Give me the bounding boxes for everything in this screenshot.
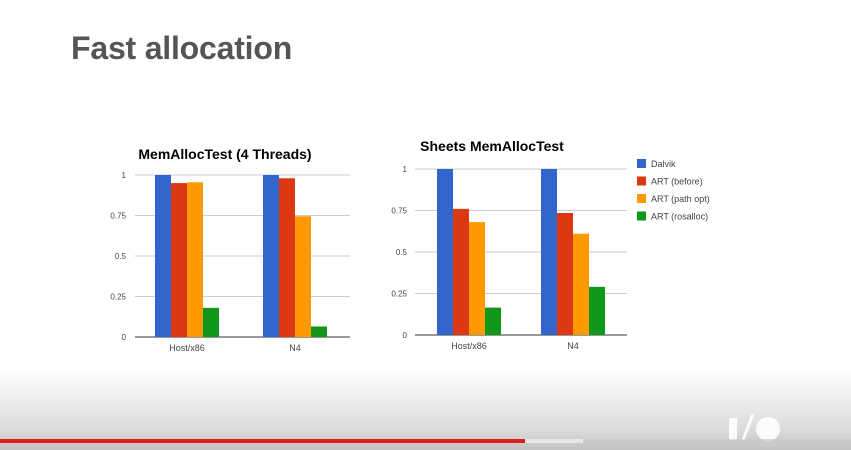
x-category-label: Host/x86 xyxy=(451,341,487,351)
video-progress-track[interactable] xyxy=(0,439,851,443)
bar-art-before-host-x86 xyxy=(171,183,187,337)
chart-memalloctest: MemAllocTest (4 Threads) 0 0.25 0.5 0.75 1 Hos… xyxy=(110,146,350,353)
bar-art-before-n4 xyxy=(279,178,295,337)
y-tick-label: 0.75 xyxy=(110,212,126,221)
bar-art-path-opt-n4 xyxy=(295,216,311,337)
legend-label: Dalvik xyxy=(651,159,676,169)
x-category-label: Host/x86 xyxy=(169,343,205,353)
video-buffer-bar xyxy=(525,439,583,443)
y-tick-label: 0 xyxy=(122,333,127,342)
bar-art-before-host-x86 xyxy=(453,208,469,335)
bar-art-rosalloc-host-x86 xyxy=(485,307,501,335)
legend-swatch-art-path-opt xyxy=(637,194,646,203)
bar-dalvik-host-x86 xyxy=(155,175,171,337)
y-tick-label: 0.5 xyxy=(396,248,408,257)
legend-swatch-art-rosalloc xyxy=(637,211,646,221)
legend-label: ART (before) xyxy=(651,177,703,187)
video-progress-bar[interactable] xyxy=(0,439,526,443)
y-tick-label: 1 xyxy=(122,171,127,180)
bar-art-rosalloc-n4 xyxy=(311,326,327,337)
y-tick-label: 1 xyxy=(403,165,408,174)
legend-label: ART (path opt) xyxy=(651,194,710,204)
y-tick-label: 0.5 xyxy=(115,252,127,261)
y-tick-label: 0 xyxy=(403,331,408,340)
x-category-label: N4 xyxy=(567,341,579,351)
chart-sheets-memalloctest: Sheets MemAllocTest 0 0.25 0.5 0.75 1 Host/x86… xyxy=(391,138,709,351)
legend-swatch-art-before xyxy=(637,176,646,186)
bar-art-before-n4 xyxy=(557,212,573,335)
io-logo-icon xyxy=(729,413,780,441)
player-overlay-gradient xyxy=(0,370,851,450)
bar-art-rosalloc-host-x86 xyxy=(203,307,219,337)
bar-art-rosalloc-n4 xyxy=(589,286,605,335)
chart-title: MemAllocTest (4 Threads) xyxy=(138,146,311,162)
legend-label: ART (rosalloc) xyxy=(651,212,708,222)
y-tick-label: 0.25 xyxy=(110,293,126,302)
y-tick-label: 0.75 xyxy=(391,207,407,216)
bar-art-path-opt-n4 xyxy=(573,233,589,335)
bar-dalvik-n4 xyxy=(541,169,557,335)
bar-art-path-opt-host-x86 xyxy=(187,182,203,337)
slide-title: Fast allocation xyxy=(71,30,293,66)
x-category-label: N4 xyxy=(289,343,301,353)
bar-dalvik-host-x86 xyxy=(437,169,453,335)
chart-title: Sheets MemAllocTest xyxy=(420,138,564,154)
y-tick-label: 0.25 xyxy=(391,290,407,299)
bar-dalvik-n4 xyxy=(263,175,279,337)
legend-swatch-dalvik xyxy=(637,159,646,168)
bar-art-path-opt-host-x86 xyxy=(469,222,485,335)
